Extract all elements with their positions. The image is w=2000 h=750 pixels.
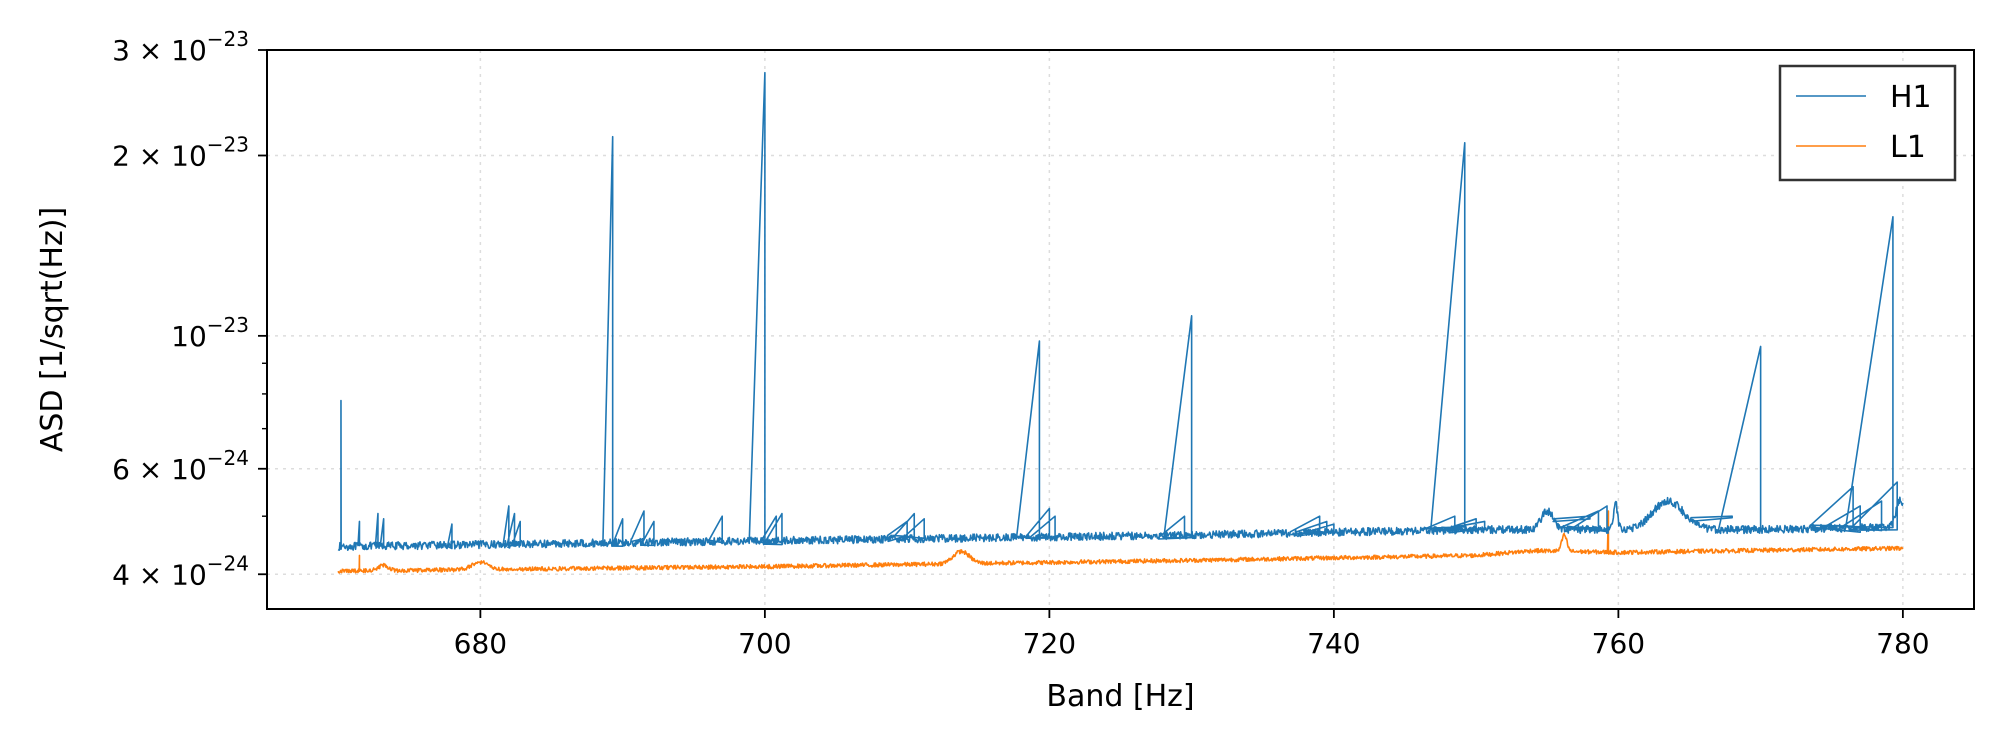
x-tick-label-1: 700 — [738, 627, 791, 660]
y-tick-label-3: 2 × 10−23 — [112, 132, 249, 172]
y-tick-label-1: 6 × 10−24 — [112, 446, 249, 486]
legend-label-l1: L1 — [1890, 130, 1926, 165]
y-tick-label-0: 4 × 10−24 — [112, 551, 249, 591]
x-tick-label-4: 760 — [1592, 627, 1645, 660]
x-tick-label-5: 780 — [1876, 627, 1929, 660]
grid-lines — [267, 49, 1974, 609]
x-tick-label-3: 740 — [1307, 627, 1360, 660]
series-lines — [337, 71, 1904, 574]
series-line-l1 — [337, 510, 1904, 574]
legend-label-h1: H1 — [1890, 80, 1932, 115]
legend-box — [1778, 64, 1957, 182]
y-axis-label: ASD [1/sqrt(Hz)] — [35, 207, 70, 452]
y-tick-label-4: 3 × 10−23 — [112, 27, 249, 67]
plot-frame — [266, 49, 1975, 610]
x-axis-label: Band [Hz] — [1046, 679, 1194, 714]
series-line-h1 — [337, 71, 1904, 551]
x-tick-label-2: 720 — [1023, 627, 1076, 660]
y-axis-ticks: 4 × 10−24 6 × 10−24 10−23 2 × 10−23 3 × 10−2… — [112, 27, 267, 591]
x-tick-label-0: 680 — [454, 627, 507, 660]
x-axis-ticks: 680 700 720 740 760 780 — [454, 609, 1930, 660]
y-tick-label-2: 10−23 — [171, 313, 249, 353]
legend: H1 L1 — [1778, 64, 1957, 182]
